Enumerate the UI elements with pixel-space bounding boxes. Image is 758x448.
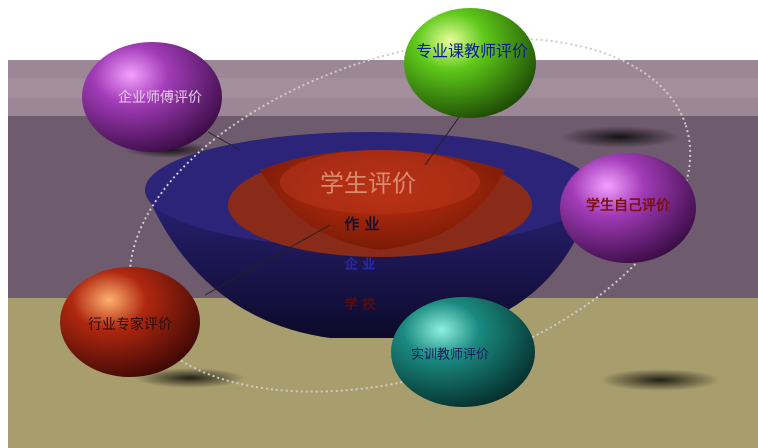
sphere: 实训教师评价 <box>391 297 535 407</box>
center-row: 企 业 <box>344 257 376 273</box>
node-label: 企业师傅评价 <box>118 89 202 106</box>
sphere: 专业课教师评价 <box>404 8 536 118</box>
sphere: 学生自己评价 <box>560 153 696 263</box>
node-label: 实训教师评价 <box>411 347 489 363</box>
node-label: 学生自己评价 <box>586 197 671 214</box>
center-row: 学 校 <box>345 297 377 313</box>
sphere: 企业师傅评价 <box>82 42 222 152</box>
center-text: 学生评价 作 业 企 业 学 校 <box>320 170 416 313</box>
node-label: 行业专家评价 <box>88 316 172 333</box>
center-title: 学生评价 <box>320 170 416 198</box>
shadows <box>125 126 720 391</box>
center-row: 作 业 <box>344 215 379 233</box>
sphere: 行业专家评价 <box>60 267 200 377</box>
node-label: 专业课教师评价 <box>416 42 528 61</box>
